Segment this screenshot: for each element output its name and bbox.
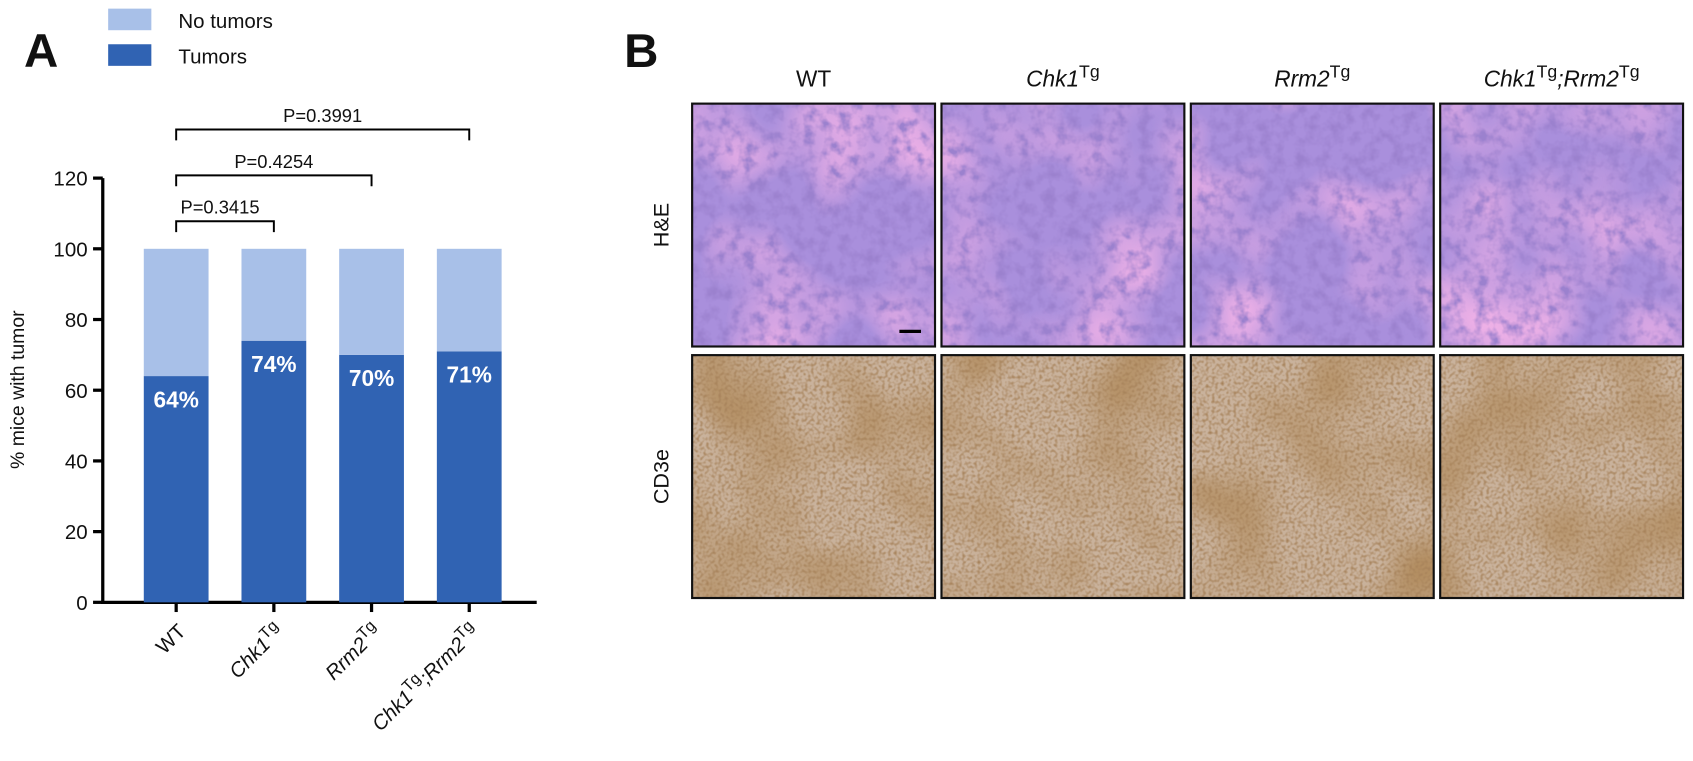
label-part: Tg <box>1537 61 1558 81</box>
y-axis-label: % mice with tumor <box>7 310 29 469</box>
data-label: 74% <box>251 351 296 377</box>
legend-swatch <box>108 44 152 66</box>
micrograph-frame <box>691 354 937 600</box>
micrograph-texture <box>941 103 1185 347</box>
y-tick-label: 120 <box>53 168 87 191</box>
label-part: Tg <box>1079 61 1100 81</box>
micrograph-frame <box>1189 102 1435 348</box>
legend-swatch <box>108 8 152 31</box>
y-tick-label: 20 <box>65 521 88 544</box>
x-tick-label: Chk1Tg <box>223 618 289 684</box>
row-label: H&E <box>648 203 673 247</box>
bar-segment <box>339 248 404 355</box>
column-header: Chk1Tg <box>1026 61 1100 91</box>
significance-bracket <box>175 220 275 233</box>
label-part: Tg <box>1619 61 1640 81</box>
micrograph-frame <box>691 102 937 348</box>
micrograph-texture <box>1440 103 1684 347</box>
significance-bracket <box>175 174 373 187</box>
bar-segment <box>143 376 209 603</box>
legend-label: Tumors <box>178 46 247 69</box>
column-header: Rrm2Tg <box>1274 61 1350 91</box>
label-part: ; <box>1557 65 1563 91</box>
micrograph-texture <box>1190 103 1434 347</box>
data-label: 71% <box>447 362 492 388</box>
data-label: 64% <box>153 386 198 412</box>
bar-segment <box>241 248 307 341</box>
bar-segment <box>241 340 307 603</box>
p-value: P=0.3415 <box>180 197 259 218</box>
micrograph-frame <box>1189 354 1435 600</box>
x-tick-label: Rrm2Tg <box>319 618 386 685</box>
bar-segment <box>436 248 502 352</box>
micrograph-frame <box>1439 354 1685 600</box>
micrograph-texture <box>941 355 1185 599</box>
data-label: 70% <box>349 365 394 391</box>
column-header: WT <box>796 65 831 91</box>
micrograph-texture <box>1440 355 1684 599</box>
micrograph-frame <box>940 102 1186 348</box>
micrograph-texture <box>692 355 936 599</box>
p-value: P=0.3991 <box>283 105 362 126</box>
y-tick-label: 100 <box>53 238 87 261</box>
x-tick-label: WT <box>152 619 191 658</box>
x-tick-label: Chk1Tg;Rrm2Tg <box>365 618 483 736</box>
panel-label: A <box>24 25 58 78</box>
p-value: P=0.4254 <box>234 151 313 172</box>
y-tick-label: 40 <box>65 450 88 473</box>
column-header: Chk1Tg;Rrm2Tg <box>1484 61 1640 91</box>
label-part: Rrm2 <box>1274 65 1330 91</box>
label-part: Chk1 <box>1484 65 1537 91</box>
y-tick-label: 80 <box>65 309 88 332</box>
label-part: Rrm2 <box>1564 65 1620 91</box>
bar-segment <box>436 351 502 603</box>
y-tick-label: 60 <box>65 380 88 403</box>
bar-segment <box>339 354 404 603</box>
label-part: WT <box>796 65 831 91</box>
label-part: WT <box>152 619 191 658</box>
label-part: Chk1 <box>1026 65 1079 91</box>
y-tick-label: 0 <box>76 592 87 615</box>
significance-bracket <box>175 128 471 141</box>
micrograph-texture <box>692 103 936 347</box>
micrograph-texture <box>1190 355 1434 599</box>
micrograph-frame <box>1439 102 1685 348</box>
panel-label: B <box>624 25 658 78</box>
row-label: CD3e <box>648 449 673 504</box>
label-part: Tg <box>1330 61 1351 81</box>
legend-label: No tumors <box>178 10 273 33</box>
micrograph-frame <box>940 354 1186 600</box>
bar-segment <box>143 248 209 377</box>
